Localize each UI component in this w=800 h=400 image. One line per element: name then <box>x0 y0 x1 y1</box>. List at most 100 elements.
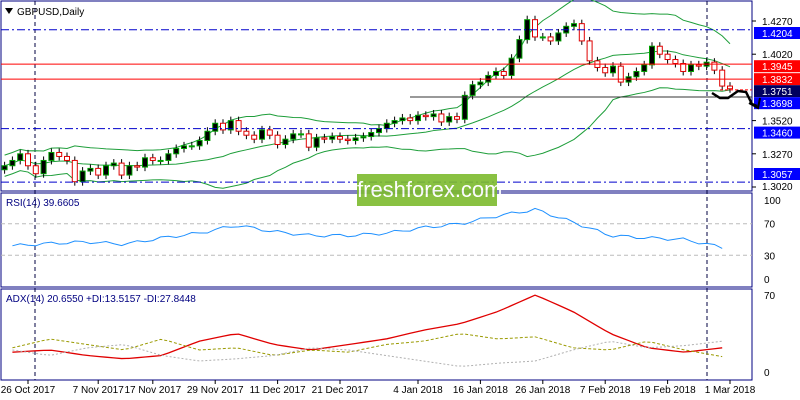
candle <box>516 39 523 59</box>
date-label: 17 Nov 2017 <box>124 385 181 396</box>
candle <box>1 165 8 171</box>
price-label: 1.3945 <box>762 62 793 73</box>
rsi-line <box>12 207 723 249</box>
bollinger-upper <box>4 0 731 156</box>
candle <box>243 130 250 136</box>
candle <box>578 23 585 42</box>
price-label: 1.3460 <box>762 129 793 140</box>
candle <box>282 138 289 146</box>
candle <box>329 136 336 140</box>
candle <box>352 137 359 142</box>
candle <box>149 157 156 161</box>
bollinger-lower <box>4 87 731 189</box>
candle <box>313 137 320 148</box>
price-label-box <box>754 73 800 86</box>
candle <box>399 117 406 122</box>
price-tick-label: 1.4020 <box>762 50 793 61</box>
candle <box>227 120 234 131</box>
rsi-tick-label: 30 <box>764 251 776 262</box>
date-label: 7 Feb 2018 <box>580 385 631 396</box>
candle <box>649 45 655 66</box>
candle <box>446 116 453 123</box>
candle <box>71 159 78 183</box>
candle <box>298 133 304 136</box>
adx-tick-label: 0 <box>764 368 770 379</box>
candle <box>383 122 390 130</box>
candle <box>430 113 437 118</box>
candle <box>64 155 70 161</box>
collapse-triangle-icon[interactable] <box>5 8 13 14</box>
bollinger-middle <box>4 50 731 167</box>
candle <box>641 64 648 72</box>
price-label-box <box>754 97 800 110</box>
adx-tick-label: 70 <box>764 291 776 302</box>
date-label: 21 Dec 2017 <box>312 385 369 396</box>
candle <box>500 70 507 76</box>
adx-series-0 <box>12 294 723 360</box>
candle <box>266 129 273 136</box>
price-tick-label: 1.3520 <box>762 117 793 128</box>
candle <box>539 36 546 39</box>
candle <box>17 153 24 161</box>
price-label: 1.3832 <box>762 75 793 86</box>
price-tick-label: 1.4270 <box>762 17 793 28</box>
candle <box>672 59 679 64</box>
candle <box>602 66 609 74</box>
date-label: 11 Dec 2017 <box>250 385 306 396</box>
rsi-tick-label: 100 <box>764 196 781 207</box>
price-label-box <box>754 168 800 180</box>
candle <box>664 53 671 61</box>
candle <box>48 151 55 161</box>
candle <box>204 130 211 142</box>
candle <box>259 129 265 140</box>
price-label: 1.3698 <box>762 99 793 110</box>
candle <box>344 138 351 142</box>
date-label: 26 Oct 2017 <box>1 385 56 396</box>
candle <box>110 162 117 167</box>
date-label: 29 Nov 2017 <box>187 385 244 396</box>
candle <box>376 128 382 134</box>
candle <box>251 134 258 140</box>
price-tick-label: 1.3270 <box>762 150 793 161</box>
candle <box>422 114 429 118</box>
candle <box>305 133 312 148</box>
date-label: 26 Jan 2018 <box>515 385 570 396</box>
candle <box>508 57 515 76</box>
date-label: 16 Jan 2018 <box>453 385 508 396</box>
candle <box>118 162 125 176</box>
candle <box>656 45 663 55</box>
candle <box>407 117 414 122</box>
candle <box>103 165 109 176</box>
forecast-arrowhead <box>748 97 761 110</box>
price-label: 1.3751 <box>762 87 793 98</box>
candle <box>368 132 375 138</box>
price-tick-label: 1.3020 <box>762 182 793 193</box>
candle <box>157 159 164 162</box>
candle <box>454 116 460 120</box>
candle <box>680 62 687 72</box>
candle <box>40 159 47 175</box>
price-label-box <box>754 60 800 73</box>
candle <box>391 120 398 124</box>
candle <box>493 70 499 76</box>
candle <box>235 120 242 132</box>
candle <box>220 122 226 131</box>
candle <box>555 32 562 42</box>
candle <box>196 140 203 147</box>
candle <box>290 133 297 140</box>
candle <box>688 64 694 72</box>
candle <box>87 167 94 172</box>
price-label-box <box>754 27 800 39</box>
candle <box>727 85 733 90</box>
candle <box>142 157 148 168</box>
candle <box>95 167 102 176</box>
rsi-title: RSI(14) 39.6605 <box>6 198 80 209</box>
candle <box>360 136 367 139</box>
candle <box>134 165 141 168</box>
candle <box>25 153 31 167</box>
date-label: 19 Feb 2018 <box>640 385 697 396</box>
candle <box>610 65 616 74</box>
chart-title: GBPUSD,Daily <box>17 7 84 18</box>
